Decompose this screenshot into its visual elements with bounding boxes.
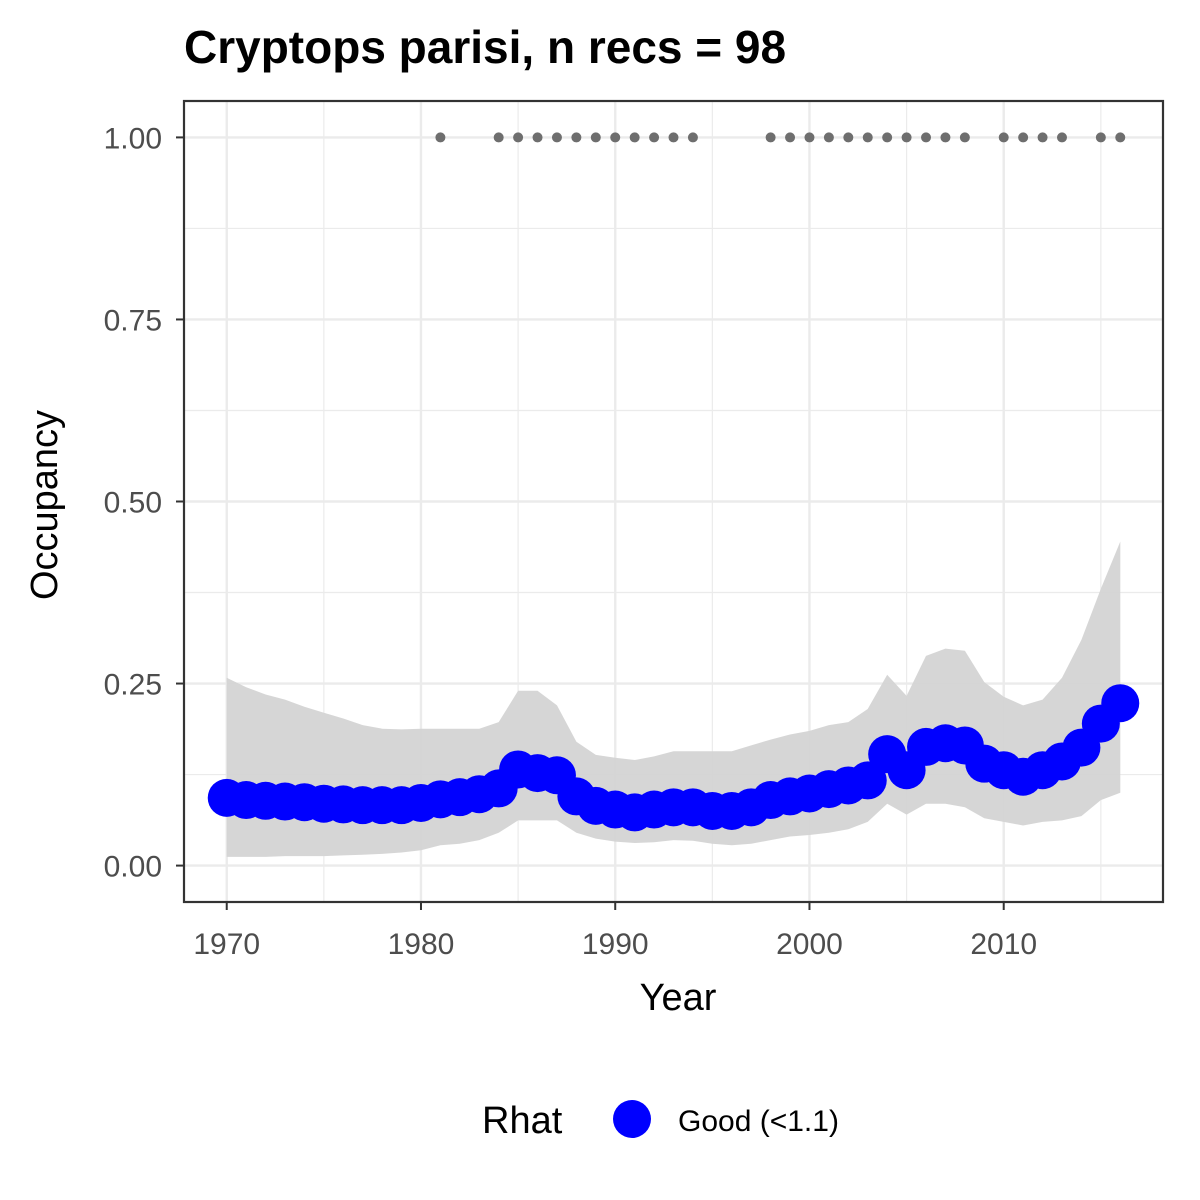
record-point	[532, 132, 543, 143]
y-tick-label: 0.50	[104, 487, 162, 520]
record-point	[571, 132, 582, 143]
occupancy-series	[207, 684, 1140, 832]
x-axis: 1970 1980 1990 2000 2010	[193, 902, 1037, 961]
record-point	[513, 132, 524, 143]
record-point	[882, 132, 893, 143]
legend: Rhat Good (<1.1)	[482, 1100, 839, 1142]
legend-title: Rhat	[482, 1100, 563, 1142]
y-tick-label: 0.00	[104, 851, 162, 884]
record-point	[687, 132, 698, 143]
record-points	[435, 132, 1126, 143]
record-point	[1018, 132, 1029, 143]
record-point	[901, 132, 912, 143]
legend-key-good	[613, 1100, 651, 1138]
series-point	[848, 761, 887, 800]
record-point	[843, 132, 854, 143]
record-point	[1115, 132, 1126, 143]
record-point	[629, 132, 640, 143]
chart-title: Cryptops parisi, n recs = 98	[184, 21, 786, 73]
y-tick-label: 1.00	[104, 122, 162, 155]
record-point	[493, 132, 504, 143]
x-tick-label: 1970	[193, 928, 260, 961]
record-point	[823, 132, 834, 143]
legend-label-good: Good (<1.1)	[678, 1105, 839, 1138]
record-point	[862, 132, 873, 143]
x-tick-label: 1990	[582, 928, 649, 961]
record-point	[921, 132, 932, 143]
record-point	[435, 132, 446, 143]
record-point	[551, 132, 562, 143]
record-point	[668, 132, 679, 143]
y-tick-label: 0.25	[104, 669, 162, 702]
y-axis: 0.00 0.25 0.50 0.75 1.00	[104, 122, 184, 884]
record-point	[649, 132, 660, 143]
x-tick-label: 1980	[388, 928, 455, 961]
record-point	[610, 132, 621, 143]
record-point	[998, 132, 1009, 143]
record-point	[1037, 132, 1048, 143]
record-point	[959, 132, 970, 143]
y-tick-label: 0.75	[104, 304, 162, 337]
record-point	[804, 132, 815, 143]
x-axis-label: Year	[640, 977, 717, 1019]
record-point	[940, 132, 951, 143]
series-point	[1101, 684, 1140, 723]
record-point	[765, 132, 776, 143]
record-point	[1056, 132, 1067, 143]
record-point	[785, 132, 796, 143]
record-point	[590, 132, 601, 143]
x-tick-label: 2000	[776, 928, 843, 961]
x-tick-label: 2010	[970, 928, 1037, 961]
y-axis-label: Occupancy	[24, 410, 66, 600]
record-point	[1095, 132, 1106, 143]
